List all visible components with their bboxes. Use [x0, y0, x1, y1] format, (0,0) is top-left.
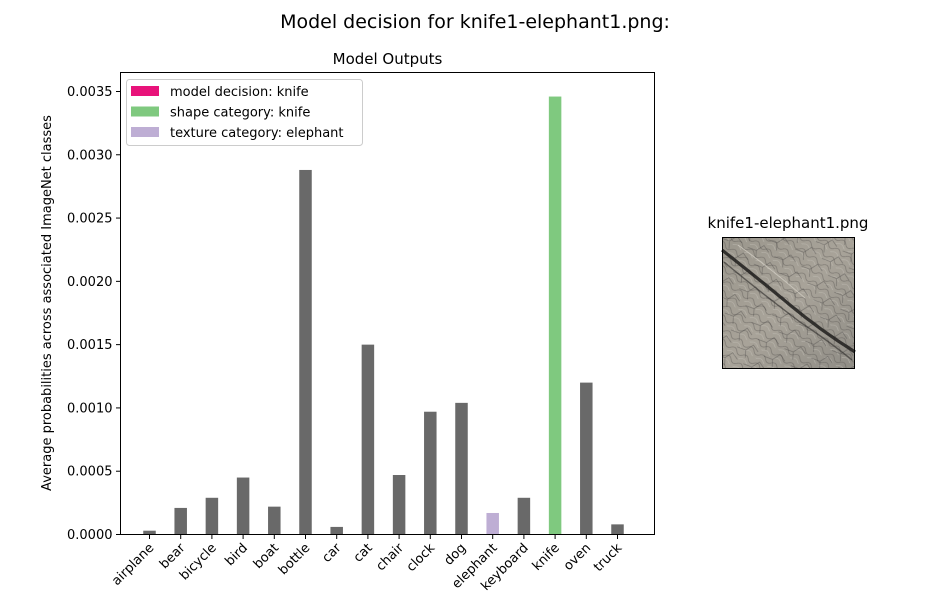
y-axis-label: Average probabilities across associated … — [40, 115, 55, 491]
texture-image — [721, 237, 856, 369]
legend-swatch-texture — [131, 127, 159, 137]
x-tick-label: cat — [351, 541, 376, 566]
y-tick-label: 0.0030 — [67, 148, 113, 163]
bar-bottle — [299, 169, 312, 535]
bar-bear — [174, 507, 187, 535]
bar-cat — [361, 344, 375, 535]
y-tick-label: 0.0025 — [67, 212, 113, 227]
image-panel-title: knife1-elephant1.png — [708, 214, 869, 232]
bar-car — [330, 526, 343, 535]
bar-bird — [236, 477, 250, 535]
x-tick-label: oven — [561, 541, 594, 574]
y-tick-label: 0.0015 — [67, 338, 113, 353]
bar-keyboard — [517, 497, 531, 535]
bar-bicycle — [205, 497, 219, 535]
x-tick-label: car — [319, 540, 345, 566]
bars-group — [143, 96, 624, 535]
x-tick-label: clock — [404, 540, 439, 575]
bar-chair — [392, 475, 406, 535]
y-axis: 0.0000 0.0005 0.0010 0.0015 0.0020 0.0025 0.00… — [67, 85, 121, 543]
x-tick-label: chair — [373, 540, 407, 574]
bar-clock — [424, 411, 437, 535]
y-tick-label: 0.0010 — [67, 401, 113, 416]
chart-title: Model Outputs — [333, 50, 443, 68]
bar-knife — [548, 96, 562, 535]
x-tick-label: knife — [530, 541, 563, 574]
legend-box — [126, 79, 363, 146]
legend-label-texture: texture category: elephant — [170, 126, 344, 141]
figure-title: Model decision for knife1-elephant1.png: — [280, 11, 670, 33]
legend-swatch-shape — [131, 106, 159, 117]
x-tick-label: airplane — [109, 541, 157, 589]
x-tick-label: bottle — [276, 541, 313, 578]
legend: model decision: knife shape category: kni… — [126, 79, 363, 146]
bar-elephant — [486, 512, 499, 535]
y-tick-label: 0.0000 — [67, 528, 113, 543]
plot-frame — [120, 72, 655, 535]
bar-boat — [268, 506, 281, 535]
bar-airplane — [143, 530, 156, 535]
y-tick-label: 0.0035 — [67, 85, 113, 100]
bar-oven — [580, 382, 593, 535]
legend-label-decision: model decision: knife — [170, 85, 309, 100]
legend-label-shape: shape category: knife — [170, 106, 310, 121]
bar-dog — [455, 402, 468, 535]
y-tick-label: 0.0020 — [67, 275, 113, 290]
bar-truck — [611, 524, 624, 535]
x-tick-label: truck — [591, 540, 626, 575]
x-tick-label: bird — [222, 541, 250, 569]
legend-swatch-decision — [131, 86, 159, 96]
y-tick-label: 0.0005 — [67, 465, 113, 480]
